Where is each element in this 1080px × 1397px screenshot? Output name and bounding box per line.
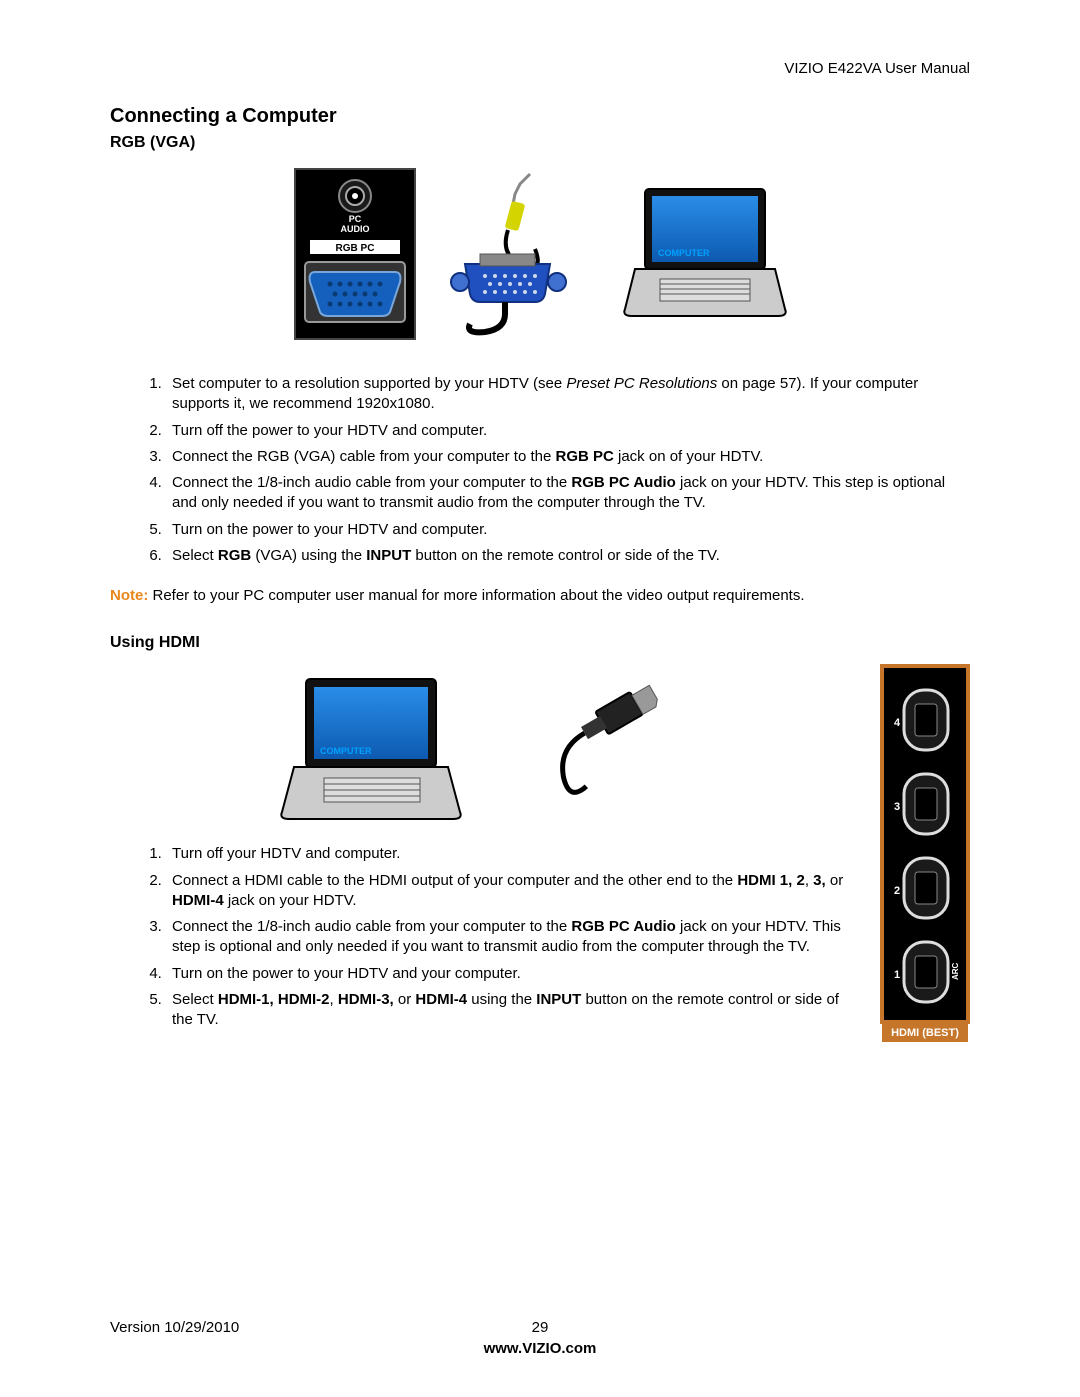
- hdmi-step: Turn on the power to your HDTV and your …: [166, 964, 862, 984]
- laptop-hdmi-icon: COMPUTER: [276, 674, 466, 824]
- rgb-pc-label: RGB PC: [336, 243, 375, 254]
- hdmi-port-3-label: 3: [894, 801, 900, 813]
- page-footer: Version 10/29/2010 29 Version 10/29/2010…: [110, 1319, 970, 1357]
- hdmi-step: Turn off your HDTV and computer.: [166, 844, 862, 864]
- note-label: Note:: [110, 587, 148, 604]
- audio-vga-cables-icon: [440, 164, 600, 344]
- laptop-hdmi-label: COMPUTER: [320, 746, 372, 756]
- hdmi-cable-icon: [526, 679, 696, 819]
- svg-text:PC: PC: [349, 214, 362, 224]
- laptop-rgb-icon: COMPUTER: [620, 184, 790, 324]
- rgb-steps-list: Set computer to a resolution supported b…: [166, 374, 970, 566]
- rgb-step: Connect the 1/8-inch audio cable from yo…: [166, 473, 970, 514]
- rgb-note: Note: Refer to your PC computer user man…: [110, 586, 970, 606]
- rgb-step: Connect the RGB (VGA) cable from your co…: [166, 447, 970, 467]
- footer-version: Version 10/29/2010: [110, 1319, 239, 1336]
- page-title: Connecting a Computer: [110, 105, 970, 128]
- hdmi-port-4-label: 4: [894, 717, 901, 729]
- hdmi-section: COMPUTER Turn off your HDTV and computer…: [110, 664, 970, 1050]
- hdmi-step: Connect a HDMI cable to the HDMI output …: [166, 871, 862, 912]
- hdmi-port-2-label: 2: [894, 885, 900, 897]
- footer-page-number: 29: [532, 1319, 549, 1336]
- rgb-port-panel-icon: PC AUDIO RGB PC: [290, 164, 420, 344]
- hdmi-step: Connect the 1/8-inch audio cable from yo…: [166, 917, 862, 958]
- rgb-step: Turn on the power to your HDTV and compu…: [166, 520, 970, 540]
- hdmi-arc-label: ARC: [951, 963, 960, 981]
- hdmi-port-1-label: 1: [894, 969, 900, 981]
- header-right: VIZIO E422VA User Manual: [110, 60, 970, 77]
- rgb-diagram-row: PC AUDIO RGB PC: [110, 164, 970, 344]
- rgb-heading: RGB (VGA): [110, 134, 970, 152]
- hdmi-steps-list: Turn off your HDTV and computer. Connect…: [166, 844, 862, 1030]
- laptop-rgb-label: COMPUTER: [658, 248, 710, 258]
- rgb-step: Turn off the power to your HDTV and comp…: [166, 421, 970, 441]
- rgb-step: Set computer to a resolution supported b…: [166, 374, 970, 415]
- hdmi-heading: Using HDMI: [110, 634, 970, 652]
- rgb-step: Select RGB (VGA) using the INPUT button …: [166, 546, 970, 566]
- footer-url: www.VIZIO.com: [484, 1340, 597, 1357]
- hdmi-step: Select HDMI-1, HDMI-2, HDMI-3, or HDMI-4…: [166, 990, 862, 1031]
- hdmi-best-caption: HDMI (BEST): [891, 1027, 959, 1039]
- svg-text:AUDIO: AUDIO: [341, 224, 370, 234]
- hdmi-port-panel-icon: 4 3 2 1 ARC HDMI (BEST): [880, 664, 970, 1044]
